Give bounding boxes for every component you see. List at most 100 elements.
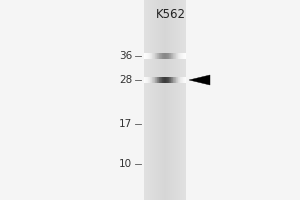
Bar (161, 0, 162, 200)
Bar (161, 77, 162, 83)
Bar (178, 0, 179, 200)
Bar (155, 77, 156, 83)
Bar (151, 77, 152, 83)
Bar (181, 53, 182, 58)
Text: 28: 28 (119, 75, 132, 85)
Bar (160, 53, 161, 58)
Bar (149, 53, 150, 58)
Bar (173, 53, 174, 58)
Bar (165, 77, 166, 83)
Bar (170, 0, 171, 200)
Text: 10: 10 (119, 159, 132, 169)
Bar (152, 77, 153, 83)
Bar (155, 0, 156, 200)
Bar (145, 53, 146, 58)
Bar (147, 53, 148, 58)
Bar (148, 53, 149, 58)
Bar (159, 77, 160, 83)
Bar (172, 53, 173, 58)
Bar (154, 0, 155, 200)
Bar (180, 0, 181, 200)
Bar (181, 0, 182, 200)
Bar (176, 77, 177, 83)
Bar (184, 53, 185, 58)
Bar (156, 0, 157, 200)
Bar (174, 0, 175, 200)
Bar (155, 53, 156, 58)
Bar (180, 53, 181, 58)
Bar (177, 77, 178, 83)
Bar (162, 77, 163, 83)
Bar (145, 0, 146, 200)
Bar (179, 0, 180, 200)
Bar (159, 53, 160, 58)
Bar (165, 53, 166, 58)
Bar (179, 77, 180, 83)
Bar (184, 0, 185, 200)
Bar (167, 53, 168, 58)
Bar (157, 77, 158, 83)
Bar (171, 0, 172, 200)
Bar (176, 53, 177, 58)
Bar (164, 53, 165, 58)
Bar (169, 0, 170, 200)
Bar (163, 77, 164, 83)
Bar (158, 0, 159, 200)
Bar (172, 77, 173, 83)
Bar (148, 0, 149, 200)
Bar (170, 53, 171, 58)
Bar (153, 0, 154, 200)
Bar (166, 77, 167, 83)
Bar (173, 77, 174, 83)
Bar (172, 0, 173, 200)
Bar (166, 0, 167, 200)
Bar (151, 0, 152, 200)
Bar (150, 77, 151, 83)
Bar (182, 0, 183, 200)
Bar (177, 0, 178, 200)
Bar (185, 0, 186, 200)
Bar (168, 53, 169, 58)
Bar (168, 0, 169, 200)
Bar (158, 77, 159, 83)
Polygon shape (189, 75, 210, 85)
Bar (152, 0, 153, 200)
Bar (176, 0, 177, 200)
Bar (168, 77, 169, 83)
Bar (159, 0, 160, 200)
Bar (160, 77, 161, 83)
Bar (170, 77, 171, 83)
Bar (184, 77, 185, 83)
Bar (182, 77, 183, 83)
Bar (146, 77, 147, 83)
Bar (185, 53, 186, 58)
Text: 17: 17 (119, 119, 132, 129)
Bar (154, 77, 155, 83)
Text: K562: K562 (156, 7, 186, 21)
Bar (153, 77, 154, 83)
Bar (147, 0, 148, 200)
Bar (163, 53, 164, 58)
Bar (167, 0, 168, 200)
Bar (152, 53, 153, 58)
Bar (156, 77, 157, 83)
Bar (156, 53, 157, 58)
Bar (173, 0, 174, 200)
Bar (150, 0, 151, 200)
Bar (171, 53, 172, 58)
Bar (179, 53, 180, 58)
Bar (162, 0, 163, 200)
Bar (148, 77, 149, 83)
Bar (183, 77, 184, 83)
Bar (164, 77, 165, 83)
Bar (154, 53, 155, 58)
Bar (167, 77, 168, 83)
Bar (144, 53, 145, 58)
Bar (149, 77, 150, 83)
Bar (153, 53, 154, 58)
Bar (149, 0, 150, 200)
Bar (146, 53, 147, 58)
Bar (162, 53, 163, 58)
Bar (165, 0, 166, 200)
Bar (177, 53, 178, 58)
